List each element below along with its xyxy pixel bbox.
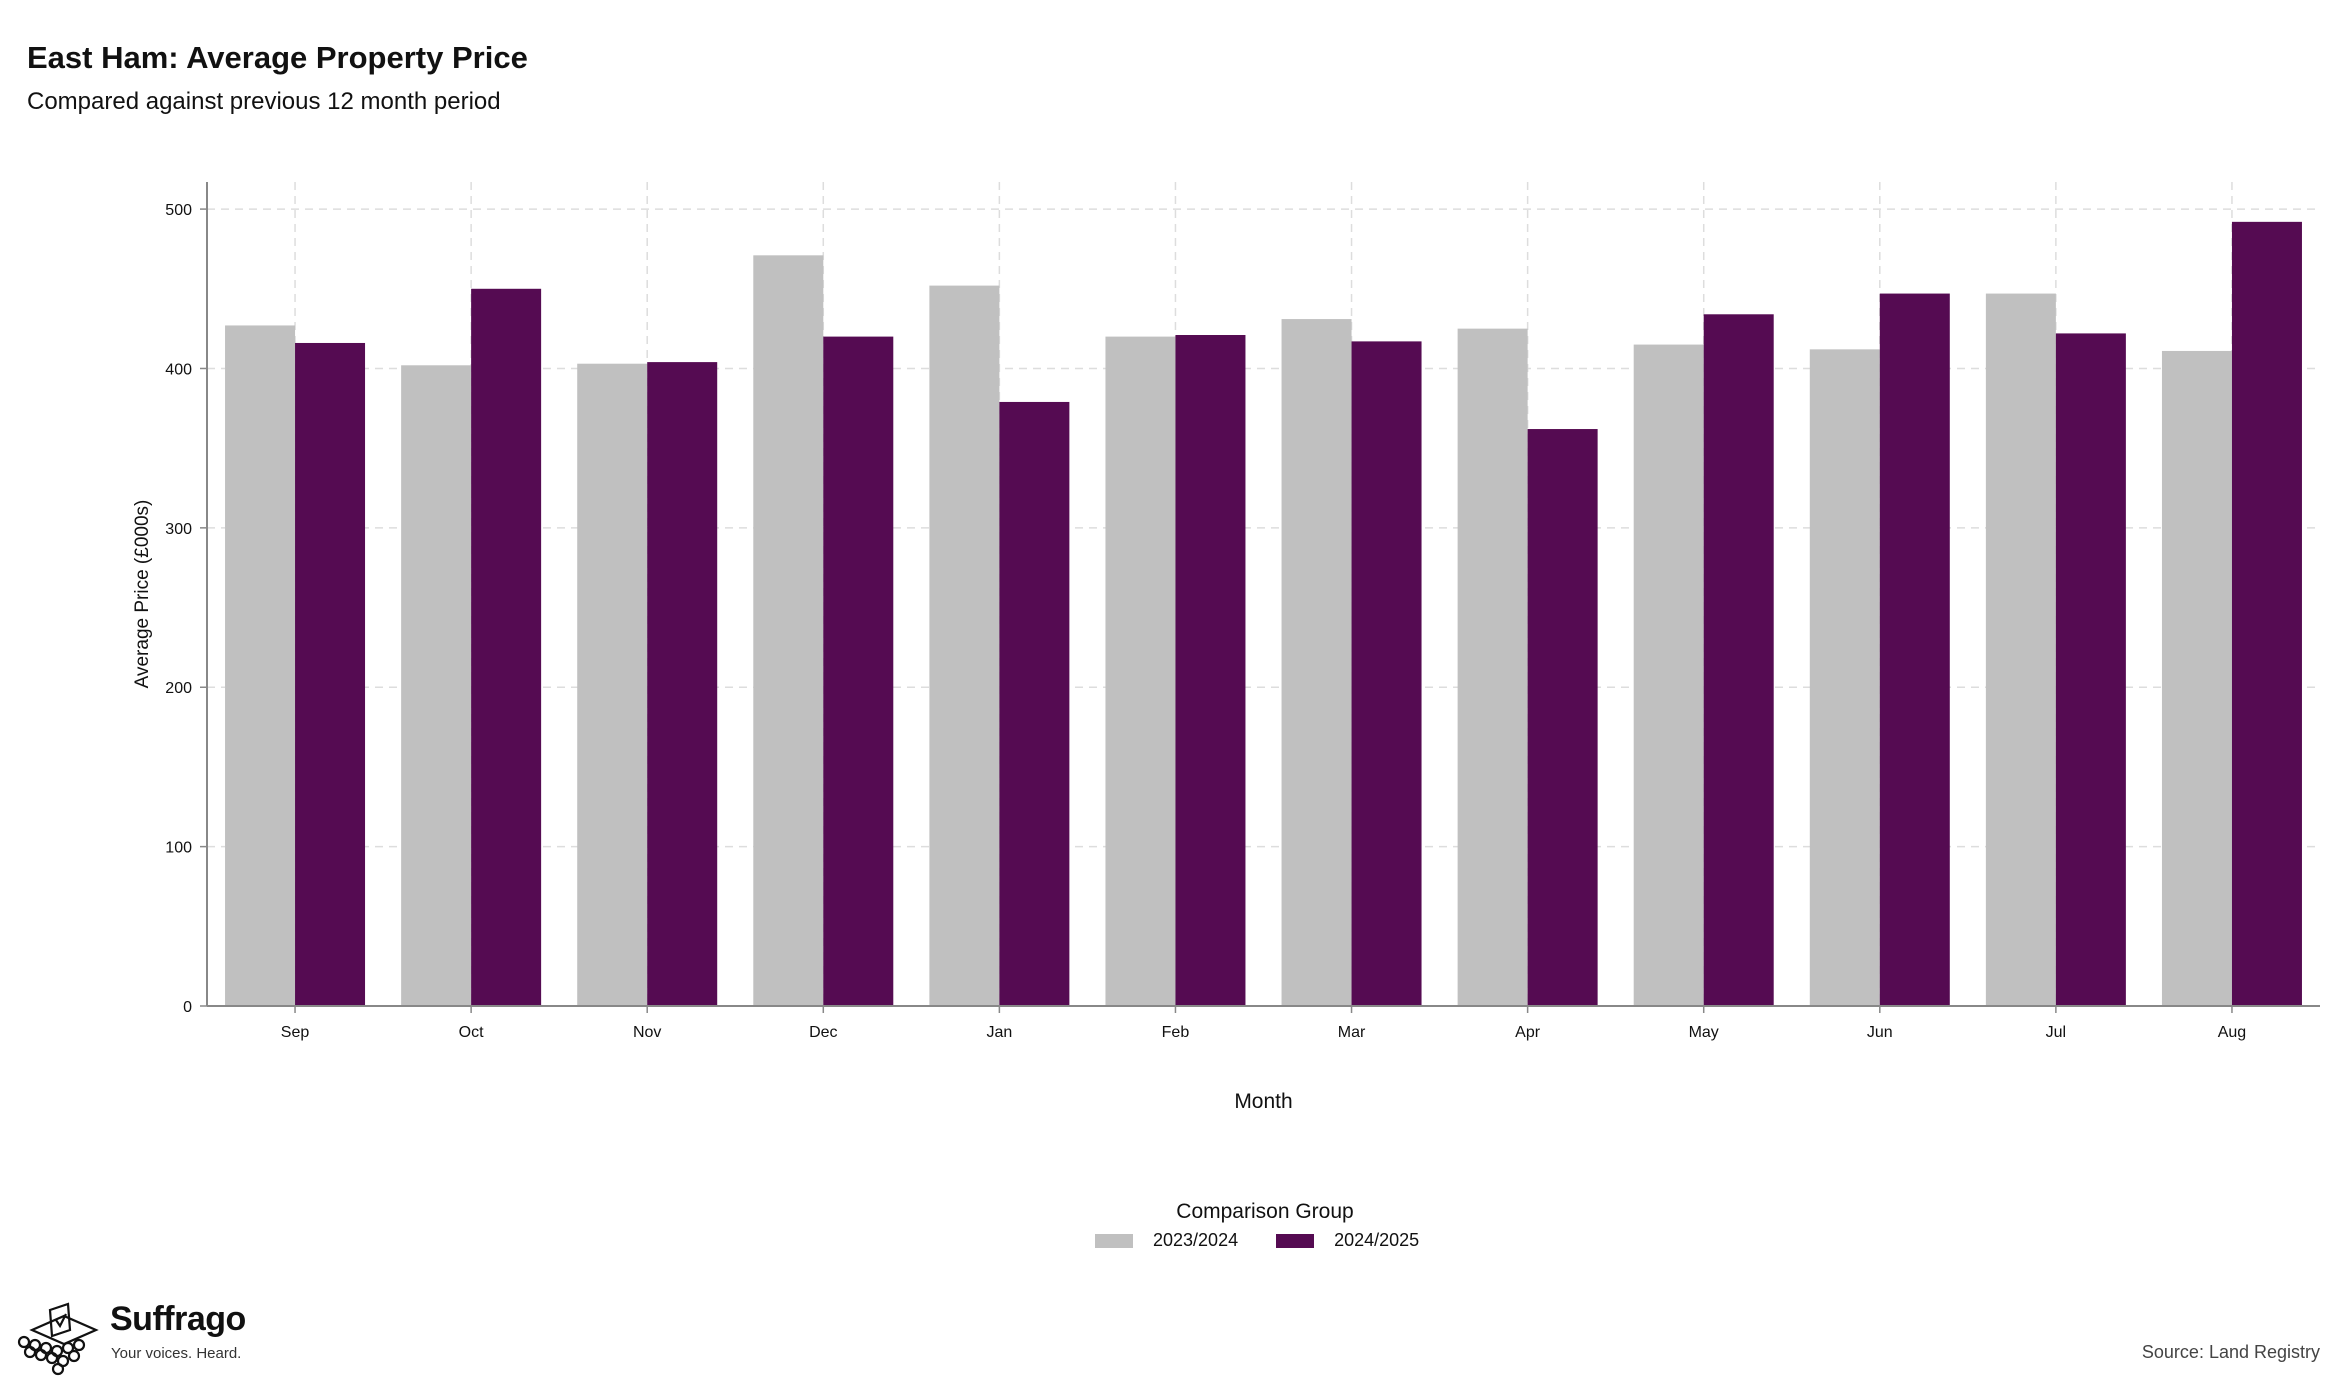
bar-2023-2024-sep bbox=[225, 325, 296, 1006]
bar-2024-2025-jan bbox=[999, 401, 1070, 1007]
legend-swatch-2024-2025 bbox=[1276, 1233, 1315, 1248]
x-tick-label: Jan bbox=[986, 1024, 1012, 1041]
bar-2023-2024-feb bbox=[1105, 336, 1176, 1006]
bar-2024-2025-jun bbox=[1879, 293, 1950, 1006]
source-note: Source: Land Registry bbox=[2141, 1342, 2320, 1362]
x-tick-label: Aug bbox=[2218, 1024, 2246, 1041]
bar-2024-2025-feb bbox=[1175, 335, 1246, 1006]
bar-2023-2024-jun bbox=[1809, 349, 1880, 1006]
x-tick-label: May bbox=[1689, 1024, 1719, 1041]
legend-label-2023-2024: 2023/2024 bbox=[1153, 1230, 1239, 1250]
bar-2023-2024-jan bbox=[929, 285, 1000, 1007]
bar-2024-2025-jul bbox=[2055, 333, 2126, 1006]
y-axis-title: Average Price (£000s) bbox=[132, 500, 153, 689]
x-tick-label: Nov bbox=[633, 1024, 661, 1041]
legend-swatch-2023-2024 bbox=[1095, 1233, 1133, 1248]
bar-2024-2025-oct bbox=[471, 288, 542, 1007]
brand-tagline: Your voices. Heard. bbox=[111, 1345, 242, 1362]
bar-2024-2025-may bbox=[1703, 314, 1774, 1006]
x-tick-label: Sep bbox=[281, 1024, 310, 1041]
x-tick-label: Dec bbox=[809, 1024, 837, 1041]
bar-2023-2024-jul bbox=[1985, 293, 2056, 1006]
bar-2024-2025-mar bbox=[1351, 341, 1422, 1006]
y-tick-label: 300 bbox=[165, 521, 192, 538]
bar-2023-2024-nov bbox=[577, 363, 648, 1006]
chart-title: East Ham: Average Property Price bbox=[27, 40, 528, 75]
legend-title: Comparison Group bbox=[1176, 1200, 1354, 1223]
legend-item-2024-2025: 2024/2025 bbox=[1276, 1230, 1419, 1251]
legend-label-2024-2025: 2024/2025 bbox=[1334, 1230, 1420, 1250]
y-tick-label: 200 bbox=[165, 680, 192, 697]
bar-2023-2024-may bbox=[1633, 344, 1704, 1006]
bar-chart: 0 100 200 300 400 500 Sep Oct Nov Dec Jan Feb Mar Apr… bbox=[132, 182, 2320, 1113]
x-tick-label: Feb bbox=[1162, 1024, 1190, 1041]
y-tick-label: 500 bbox=[165, 202, 192, 219]
bar-2024-2025-dec bbox=[823, 336, 894, 1006]
x-tick-label: Jul bbox=[2046, 1024, 2066, 1041]
chart-subtitle: Compared against previous 12 month perio… bbox=[27, 88, 501, 115]
bar-2023-2024-oct bbox=[401, 365, 472, 1006]
y-tick-label: 0 bbox=[183, 999, 192, 1016]
bar-2024-2025-apr bbox=[1527, 429, 1598, 1006]
bar-2023-2024-mar bbox=[1281, 319, 1352, 1006]
x-tick-label: Mar bbox=[1338, 1024, 1366, 1041]
y-tick-label: 100 bbox=[165, 840, 192, 857]
bar-2023-2024-dec bbox=[753, 255, 824, 1006]
bar-2023-2024-apr bbox=[1457, 328, 1528, 1006]
x-axis-title: Month bbox=[1234, 1090, 1292, 1113]
legend-item-2023-2024: 2023/2024 bbox=[1095, 1230, 1238, 1251]
legend: 2023/2024 2024/2025 bbox=[1095, 1230, 1457, 1251]
x-tick-label: Jun bbox=[1867, 1024, 1893, 1041]
y-tick-label: 400 bbox=[165, 361, 192, 378]
bar-2024-2025-nov bbox=[647, 362, 718, 1006]
brand-name: Suffrago bbox=[110, 1300, 246, 1338]
x-tick-label: Oct bbox=[459, 1024, 484, 1041]
bar-2024-2025-sep bbox=[295, 342, 366, 1006]
x-tick-label: Apr bbox=[1515, 1024, 1541, 1041]
bar-2023-2024-aug bbox=[2161, 350, 2232, 1006]
ballot-box-logo-icon bbox=[17, 1302, 99, 1376]
bar-2024-2025-aug bbox=[2231, 221, 2302, 1006]
